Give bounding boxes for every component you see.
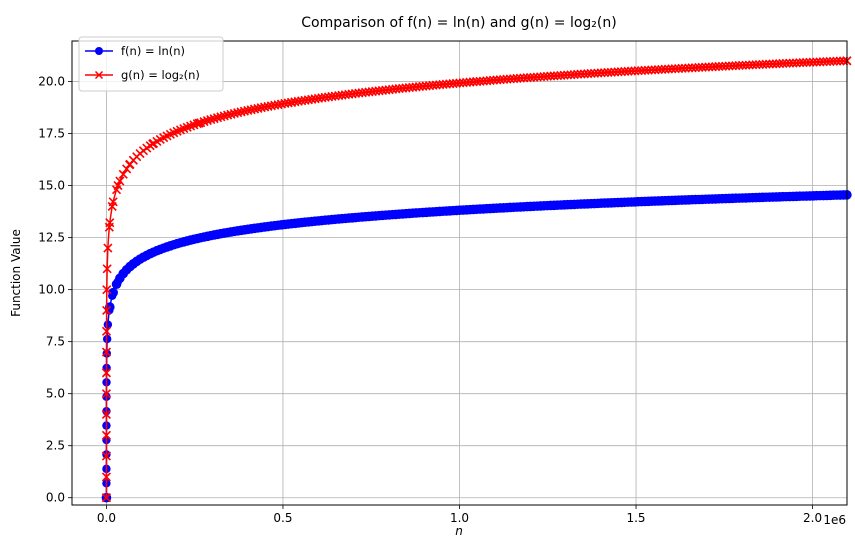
x-tick-label: 1.0: [450, 511, 469, 525]
data-point: [101, 368, 112, 378]
y-axis: 0.0 2.5 5.0 7.5 10.0 12.5 15.0 17.5 20.0: [38, 75, 72, 505]
data-point: [101, 493, 111, 503]
data-point: [122, 164, 132, 174]
data-point: [249, 104, 260, 114]
legend: f(n) = ln(n) g(n) = log₂(n): [78, 36, 224, 92]
data-point: [101, 430, 111, 440]
data-point: [243, 105, 253, 116]
data-point: [105, 218, 115, 228]
data-point: [253, 103, 263, 113]
x-axis: 0.0 0.5 1.0 1.5 2.0: [97, 505, 822, 525]
data-point: [236, 107, 246, 117]
data-point: [233, 108, 243, 118]
data-point: [101, 326, 112, 336]
x-tick-label: 0.5: [273, 511, 292, 525]
data-point: [838, 56, 849, 66]
data-point: [118, 169, 128, 179]
y-tick-label: 12.5: [38, 231, 65, 245]
data-point: [103, 243, 113, 253]
data-point: [101, 389, 112, 399]
y-tick-label: 2.5: [46, 439, 65, 453]
data-point: [108, 287, 118, 298]
data-point: [102, 264, 112, 274]
x-tick-label: 2.0: [803, 511, 822, 525]
y-tick-label: 7.5: [46, 335, 65, 349]
legend-label-f: f(n) = ln(n): [121, 44, 185, 58]
y-tick-label: 15.0: [38, 179, 65, 193]
data-point: [239, 106, 249, 116]
data-point: [102, 305, 112, 316]
data-point: [111, 185, 122, 195]
y-axis-label: Function Value: [9, 229, 23, 317]
data-point: [256, 103, 266, 113]
y-tick-label: 20.0: [38, 75, 65, 89]
series-log2: [101, 56, 852, 503]
y-tick-label: 17.5: [38, 127, 65, 141]
data-point: [229, 108, 239, 119]
x-tick-label: 0.0: [97, 511, 116, 525]
legend-label-g: g(n) = log₂(n): [121, 68, 200, 82]
series-ln: [101, 190, 852, 503]
y-tick-label: 5.0: [46, 387, 65, 401]
data-point: [102, 285, 112, 295]
data-point: [246, 105, 256, 115]
data-point: [226, 109, 236, 119]
x-offset-text: 1e6: [823, 513, 846, 527]
legend-marker-x: [94, 70, 104, 80]
y-tick-label: 10.0: [38, 283, 65, 297]
y-tick-label: 0.0: [46, 491, 65, 505]
legend-box: [78, 36, 224, 92]
data-point: [108, 197, 118, 207]
x-axis-label: n: [455, 524, 463, 538]
data-point: [223, 110, 233, 120]
legend-marker-circle: [95, 47, 103, 55]
chart-title: Comparison of f(n) = ln(n) and g(n) = lo…: [301, 15, 616, 31]
x-tick-label: 1.5: [626, 511, 645, 525]
data-point: [101, 409, 111, 420]
data-point: [101, 472, 111, 482]
data-point: [101, 347, 112, 357]
data-point: [115, 176, 125, 186]
data-point: [101, 451, 111, 461]
series-layer: [101, 56, 852, 503]
